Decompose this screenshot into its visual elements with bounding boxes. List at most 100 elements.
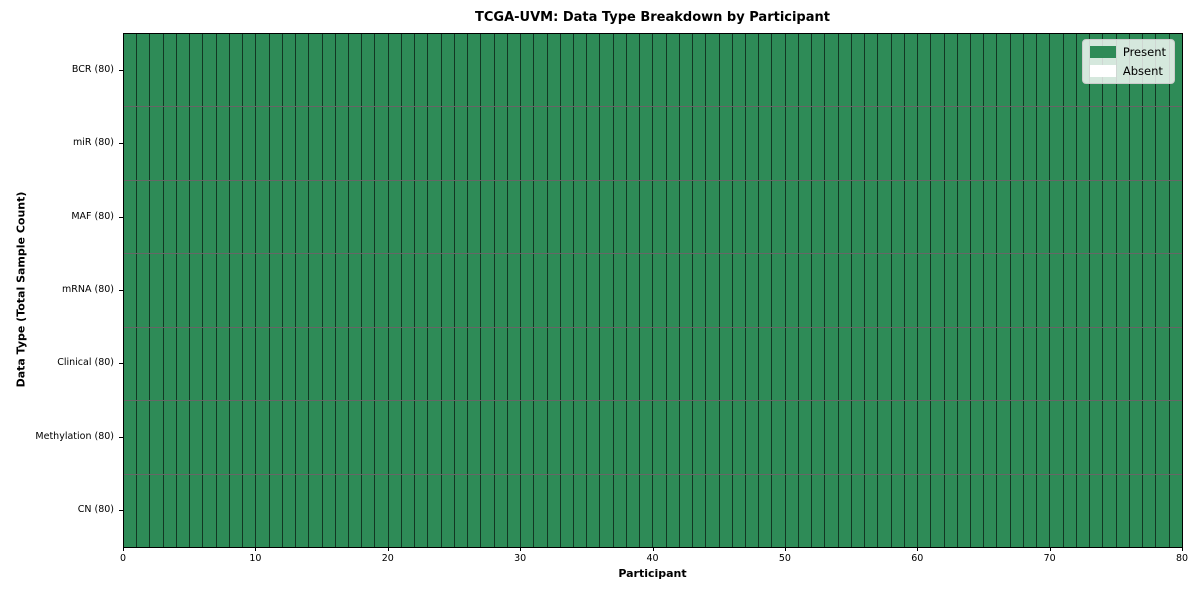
heatmap-cell (573, 254, 588, 327)
heatmap-cell (812, 34, 826, 107)
heatmap-cell (931, 180, 945, 254)
heatmap-cell (256, 474, 270, 547)
heatmap-cell (904, 107, 919, 180)
heatmap-row (124, 107, 1182, 181)
heatmap-cell (957, 254, 971, 327)
legend-label: Absent (1122, 64, 1163, 78)
heatmap-cell (719, 34, 733, 107)
heatmap-cell (878, 474, 892, 547)
heatmap-cell (203, 254, 217, 327)
heatmap-cell (600, 107, 614, 180)
heatmap-cell (785, 254, 799, 327)
heatmap-cell (984, 401, 998, 474)
heatmap-cell (296, 180, 310, 254)
heatmap-cell (957, 474, 971, 547)
heatmap-cell (693, 254, 707, 327)
heatmap-cell (401, 474, 416, 547)
heatmap-row (124, 474, 1182, 547)
heatmap-cell (1169, 254, 1182, 327)
heatmap-cell (706, 254, 720, 327)
heatmap-cell (851, 401, 866, 474)
heatmap-cell (1143, 107, 1157, 180)
heatmap-cell (388, 401, 402, 474)
heatmap-cell (348, 474, 363, 547)
heatmap-cell (613, 180, 627, 254)
heatmap-cell (481, 327, 495, 401)
heatmap-cell (1050, 401, 1064, 474)
heatmap-cell (454, 401, 469, 474)
heatmap-cell (388, 107, 402, 180)
heatmap-cell (865, 107, 879, 180)
heatmap-cell (878, 401, 892, 474)
heatmap-cell (547, 254, 561, 327)
heatmap-cell (481, 107, 495, 180)
heatmap-cell (362, 34, 376, 107)
heatmap-cell (944, 180, 958, 254)
heatmap-cell (256, 180, 270, 254)
heatmap-cell (296, 401, 310, 474)
heatmap-cell (454, 474, 469, 547)
heatmap-cell (428, 474, 442, 547)
heatmap-cell (918, 474, 932, 547)
plot-area: Present Absent (123, 33, 1183, 548)
heatmap-row (124, 34, 1182, 108)
heatmap-cell (626, 254, 641, 327)
heatmap-cell (1050, 327, 1064, 401)
legend-swatch-icon (1089, 46, 1116, 58)
heatmap-cell (441, 327, 455, 401)
heatmap-cell (573, 107, 588, 180)
heatmap-cell (772, 401, 786, 474)
heatmap-cell (1023, 401, 1038, 474)
heatmap-cell (653, 34, 667, 107)
heatmap-cell (494, 180, 508, 254)
heatmap-cell (693, 107, 707, 180)
heatmap-cell (719, 327, 733, 401)
heatmap-cell (137, 474, 151, 547)
heatmap-cell (587, 34, 601, 107)
heatmap-cell (944, 34, 958, 107)
heatmap-cell (560, 327, 574, 401)
heatmap-cell (547, 107, 561, 180)
heatmap-cell (348, 107, 363, 180)
x-tick-mark (520, 547, 522, 551)
heatmap-cell (825, 327, 839, 401)
heatmap-cell (137, 254, 151, 327)
heatmap-cell (944, 254, 958, 327)
heatmap-row (124, 254, 1182, 328)
heatmap-cell (825, 401, 839, 474)
heatmap-cell (216, 107, 230, 180)
heatmap-cell (269, 107, 283, 180)
heatmap-cell (838, 107, 852, 180)
heatmap-cell (706, 327, 720, 401)
heatmap-cell (732, 254, 747, 327)
heatmap-cell (878, 180, 892, 254)
heatmap-cell (666, 34, 680, 107)
heatmap-cell (296, 107, 310, 180)
heatmap-cell (243, 34, 257, 107)
heatmap-cell (653, 107, 667, 180)
heatmap-cell (150, 474, 164, 547)
heatmap-cell (693, 327, 707, 401)
heatmap-cell (348, 180, 363, 254)
heatmap-cell (626, 327, 641, 401)
heatmap-cell (401, 401, 416, 474)
heatmap-cell (494, 107, 508, 180)
heatmap-cell (547, 180, 561, 254)
heatmap-cell (468, 327, 482, 401)
heatmap-cell (825, 107, 839, 180)
heatmap-cell (441, 254, 455, 327)
heatmap-cell (746, 34, 760, 107)
heatmap-cell (203, 180, 217, 254)
heatmap-cell (229, 401, 244, 474)
heatmap-cell (534, 34, 548, 107)
heatmap-cell (679, 180, 694, 254)
heatmap-cell (176, 254, 191, 327)
heatmap-cell (1010, 34, 1024, 107)
heatmap-cell (971, 34, 985, 107)
heatmap-cell (891, 474, 905, 547)
heatmap-cell (322, 34, 336, 107)
heatmap-cell (1103, 180, 1117, 254)
heatmap-cell (229, 34, 244, 107)
heatmap-cell (229, 254, 244, 327)
